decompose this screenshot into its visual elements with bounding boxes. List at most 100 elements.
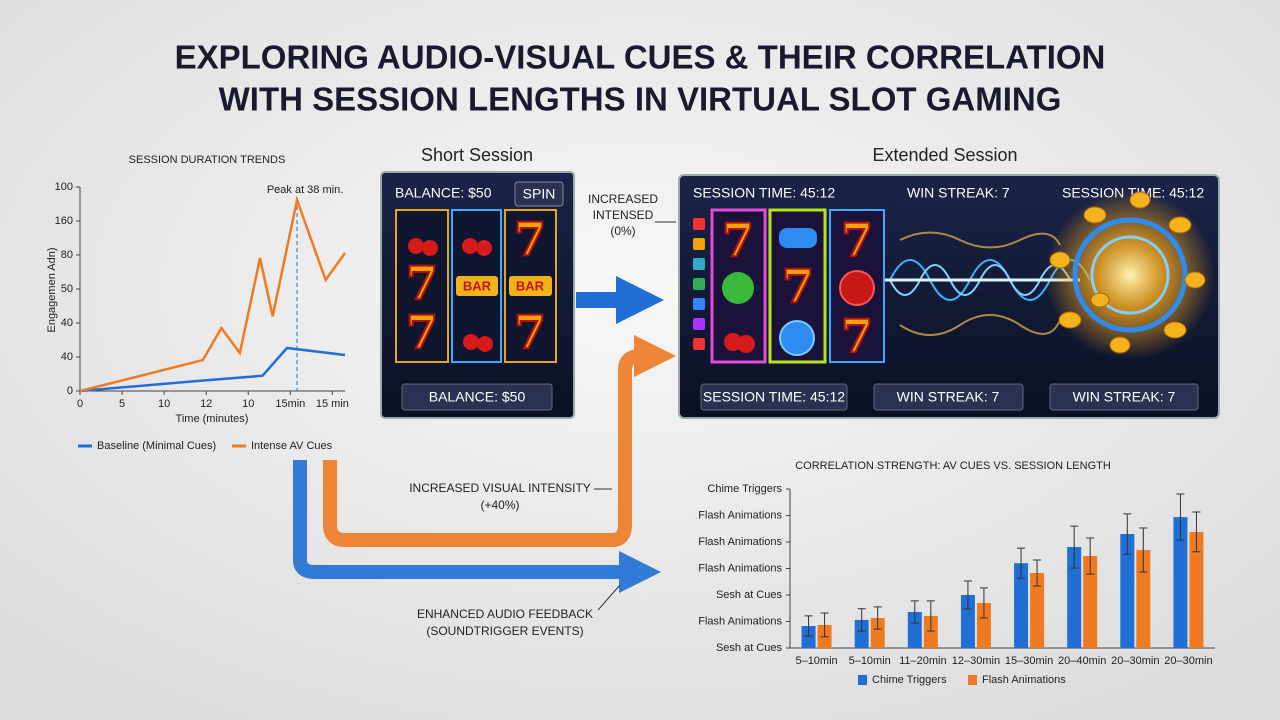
title: EXPLORING AUDIO-VISUAL CUES & THEIR CORR… (175, 39, 1106, 76)
x-tick-label: 10 (158, 398, 170, 410)
legend-label: Baseline (Minimal Cues) (97, 440, 216, 452)
series-line (79, 346, 346, 393)
extended-reels (693, 208, 885, 364)
y-tick-label: 40 (61, 317, 73, 329)
x-tick-label: 20–30min (1111, 655, 1159, 667)
x-tick-label: 12 (200, 398, 212, 410)
leader (597, 584, 621, 611)
bar (854, 619, 869, 648)
error-bar (1123, 513, 1132, 555)
bar (870, 618, 885, 648)
error-bar (1086, 537, 1095, 575)
y-tick-label: Flash Animations (698, 562, 782, 574)
bar (907, 611, 922, 648)
bar (1189, 531, 1204, 648)
error-bar (979, 587, 988, 619)
panel-title: Short Session (421, 145, 533, 165)
error-bar (1033, 559, 1042, 587)
annotation: INCREASED VISUAL INTENSITY (409, 481, 591, 495)
seven: 7 (841, 213, 873, 267)
error-bar (1176, 493, 1185, 541)
bar (1030, 573, 1045, 648)
legend-swatch (858, 675, 867, 685)
error-bar (1017, 547, 1026, 579)
x-tick-label: 10 (242, 398, 254, 410)
legend-label: Flash Animations (982, 674, 1066, 686)
x-tick-label: 0 (77, 398, 83, 410)
balance: BALANCE: $50 (429, 389, 526, 405)
annotation: (+40%) (480, 498, 519, 512)
spin-button[interactable] (514, 181, 564, 207)
visual-arrow (323, 335, 676, 547)
bar (976, 602, 991, 648)
annotation: ENHANCED AUDIO FEEDBACK (417, 607, 593, 621)
error-bar (926, 600, 935, 632)
chart-title: SESSION DURATION TRENDS (129, 154, 286, 166)
annotation: Peak at 38 min. (267, 184, 343, 196)
legend-swatch (968, 675, 977, 685)
hud-stat: WIN STREAK: 7 (897, 389, 1000, 405)
error-bar (820, 612, 829, 638)
x-tick-label: 5–10min (795, 655, 837, 667)
x-tick-label: 15 min (316, 398, 349, 410)
x-tick-label: 15–30min (1005, 655, 1053, 667)
title: WITH SESSION LENGTHS IN VIRTUAL SLOT GAM… (219, 81, 1062, 118)
seven: 7 (406, 305, 438, 359)
bar (1014, 563, 1029, 648)
y-tick-label: Flash Animations (698, 615, 782, 627)
x-tick-label: 15min (275, 398, 305, 410)
x-axis-label: Time (minutes) (176, 413, 249, 425)
seven: 7 (782, 259, 814, 313)
balance-box (401, 383, 553, 411)
bar (801, 626, 816, 648)
y-tick-label: 0 (67, 385, 73, 397)
annotation: (0%) (610, 224, 635, 238)
annotation: (SOUNDTRIGGER EVENTS) (426, 624, 583, 638)
x-tick-label: 5–10min (849, 655, 891, 667)
error-bar (857, 608, 866, 632)
hud-stat: SESSION TIME: 45:12 (703, 389, 845, 405)
error-bar (910, 600, 919, 624)
x-tick-label: 20–30min (1164, 655, 1212, 667)
legend-label: Chime Triggers (872, 674, 947, 686)
y-tick-label: 80 (61, 249, 73, 261)
x-tick-label: 20–40min (1058, 655, 1106, 667)
seven: 7 (514, 212, 546, 266)
hud-stat: WIN STREAK: 7 (1073, 389, 1176, 405)
bar (1173, 517, 1188, 648)
annotation: INTENSED (593, 208, 654, 222)
error-bar (1070, 525, 1079, 569)
balance: BALANCE: $50 (395, 185, 492, 201)
y-tick-label: 100 (55, 181, 73, 193)
y-tick-label: Sesh at Cues (716, 642, 783, 654)
bar (1067, 547, 1082, 648)
seven: 7 (841, 309, 873, 363)
error-bar (804, 615, 813, 637)
y-tick-label: 40 (61, 351, 73, 363)
short-reels (395, 209, 557, 363)
error-bar (963, 580, 972, 610)
x-tick-label: 11–20min (899, 655, 947, 667)
stat-box (1049, 383, 1199, 411)
seven: 7 (406, 256, 438, 310)
bar (1120, 534, 1135, 648)
x-tick-label: 12–30min (952, 655, 1000, 667)
stat-box (873, 383, 1024, 411)
coin-burst (1045, 190, 1215, 360)
y-tick-label: Chime Triggers (707, 483, 782, 495)
audio-arrow (293, 460, 661, 593)
seven: 7 (514, 305, 546, 359)
panel-title: Extended Session (872, 145, 1017, 165)
annotation: INCREASED (588, 192, 658, 206)
bar (1136, 549, 1151, 648)
spin-label: SPIN (523, 186, 556, 202)
legend-label: Intense AV Cues (251, 440, 333, 452)
error-bar (873, 606, 882, 630)
bar (1083, 556, 1098, 648)
y-axis-label: Engagemen Adn) (46, 247, 58, 332)
series-line (79, 195, 347, 393)
y-tick-label: Flash Animations (698, 509, 782, 521)
y-tick-label: 160 (55, 215, 73, 227)
y-tick-label: Flash Animations (698, 536, 782, 548)
